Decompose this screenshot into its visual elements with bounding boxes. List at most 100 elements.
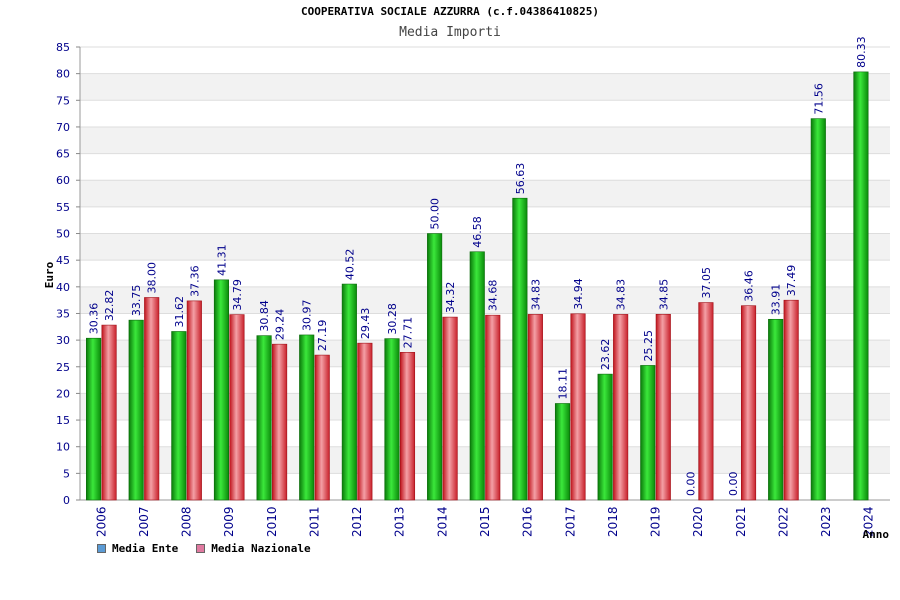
- data-label-nazionale: 34.83: [615, 279, 628, 311]
- x-tick-label: 2010: [265, 506, 279, 537]
- data-label-ente: 46.58: [471, 216, 484, 248]
- x-tick-label: 2016: [521, 506, 535, 537]
- grid-band: [80, 153, 890, 181]
- data-label-nazionale: 37.36: [188, 265, 201, 297]
- bar-media-ente: [554, 403, 571, 501]
- bar-media-nazionale: [527, 314, 543, 501]
- bar-media-ente: [768, 318, 784, 501]
- y-tick-label: 75: [56, 94, 70, 107]
- bar-media-nazionale: [314, 354, 330, 501]
- grid-band: [80, 233, 890, 261]
- y-tick-label: 80: [56, 68, 70, 81]
- data-label-ente: 31.62: [173, 296, 186, 328]
- y-tick-label: 50: [56, 228, 70, 241]
- y-tick-label: 0: [63, 494, 70, 507]
- x-tick-label: 2017: [563, 506, 577, 537]
- data-label-nazionale: 37.49: [785, 265, 798, 297]
- x-tick-label: 2012: [350, 506, 364, 537]
- x-tick-label: 2007: [137, 506, 151, 537]
- data-label-nazionale: 29.24: [274, 309, 287, 341]
- grid-band: [80, 260, 890, 287]
- bar-media-ente: [299, 334, 315, 501]
- bar-media-nazionale: [655, 313, 671, 501]
- y-tick-label: 65: [56, 148, 70, 161]
- data-label-nazionale: 38.00: [146, 262, 159, 294]
- data-label-nazionale: 34.68: [487, 280, 500, 312]
- x-tick-label: 2013: [393, 506, 407, 537]
- bar-media-nazionale: [698, 302, 714, 501]
- data-label-nazionale: 29.43: [359, 308, 372, 340]
- bar-media-nazionale: [144, 297, 160, 501]
- y-tick-label: 30: [56, 334, 70, 347]
- y-tick-label: 55: [56, 201, 70, 214]
- legend-swatch-nazionale: [196, 544, 206, 553]
- bar-media-nazionale: [399, 352, 416, 501]
- bar-media-ente: [427, 233, 443, 501]
- grid-band: [80, 206, 890, 234]
- data-label-nazionale: 27.71: [401, 317, 414, 349]
- data-label-nazionale: 34.94: [572, 278, 585, 310]
- data-label-ente: 30.97: [301, 299, 314, 331]
- y-tick-label: 15: [56, 414, 70, 427]
- x-tick-label: 2020: [691, 506, 705, 537]
- grid-band: [80, 47, 890, 74]
- x-tick-label: 2011: [307, 506, 321, 537]
- data-label-nazionale: 34.83: [529, 279, 542, 311]
- bar-media-nazionale: [101, 324, 117, 501]
- bar-media-ente: [341, 283, 357, 501]
- data-label-ente: 56.63: [514, 163, 527, 195]
- x-tick-label: 2022: [776, 506, 790, 537]
- grid-band: [80, 180, 890, 207]
- y-tick-label: 85: [56, 41, 70, 54]
- data-label-nazionale: 27.19: [316, 320, 329, 352]
- data-label-ente: 0.00: [684, 472, 697, 497]
- grid-band: [80, 126, 890, 154]
- grid-band: [80, 73, 890, 101]
- y-tick-label: 35: [56, 307, 70, 320]
- grid-band: [80, 100, 890, 127]
- bar-media-ente: [171, 331, 187, 501]
- data-label-ente: 30.84: [258, 300, 271, 332]
- data-label-ente: 0.00: [727, 472, 740, 497]
- y-tick-label: 25: [56, 361, 70, 374]
- data-label-ente: 80.33: [855, 36, 868, 68]
- data-label-ente: 33.75: [130, 285, 143, 317]
- x-axis-ticks: 2006 2007 2008 2009 2010 2011 2012 2013 2014 2015…: [94, 506, 875, 537]
- bar-media-ente: [213, 279, 230, 501]
- bar-media-nazionale: [740, 305, 757, 501]
- bar-media-nazionale: [485, 314, 501, 501]
- bar-media-nazionale: [357, 342, 373, 501]
- bar-media-ente: [810, 118, 826, 501]
- bar-media-nazionale: [442, 316, 458, 501]
- data-label-ente: 41.31: [215, 244, 228, 275]
- x-tick-label: 2023: [819, 506, 833, 537]
- bar-media-nazionale: [783, 299, 799, 501]
- y-tick-label: 70: [56, 121, 70, 134]
- x-tick-label: 2021: [734, 506, 748, 537]
- data-label-ente: 71.56: [812, 83, 825, 115]
- bar-media-ente: [86, 337, 102, 501]
- data-label-nazionale: 34.79: [231, 279, 244, 310]
- data-label-nazionale: 34.32: [444, 282, 457, 314]
- y-axis-ticks: 0 5 10 15 20 25 30 35 40 45 50 55 60 65 70 75 80 85: [56, 41, 80, 507]
- data-label-ente: 40.52: [343, 249, 356, 281]
- y-axis-label: Euro: [43, 261, 56, 288]
- y-tick-label: 40: [56, 281, 70, 294]
- legend: Media Ente Media Nazionale: [97, 542, 311, 555]
- y-tick-label: 45: [56, 254, 70, 267]
- data-label-ente: 30.36: [88, 303, 101, 335]
- bar-media-ente: [469, 251, 485, 501]
- data-label-nazionale: 37.05: [700, 267, 713, 299]
- data-label-ente: 25.25: [642, 330, 655, 362]
- bar-media-nazionale: [272, 343, 288, 501]
- chart-title: COOPERATIVA SOCIALE AZZURRA (c.f.0438641…: [300, 5, 599, 18]
- legend-label-ente: Media Ente: [112, 542, 179, 555]
- bar-media-ente: [256, 335, 272, 501]
- y-tick-label: 60: [56, 174, 70, 187]
- x-tick-label: 2024: [862, 506, 876, 537]
- x-tick-label: 2018: [606, 506, 620, 537]
- bar-media-nazionale: [613, 314, 629, 501]
- x-tick-label: 2009: [222, 506, 236, 537]
- bar-media-ente: [853, 71, 869, 501]
- data-label-nazionale: 34.85: [657, 279, 670, 311]
